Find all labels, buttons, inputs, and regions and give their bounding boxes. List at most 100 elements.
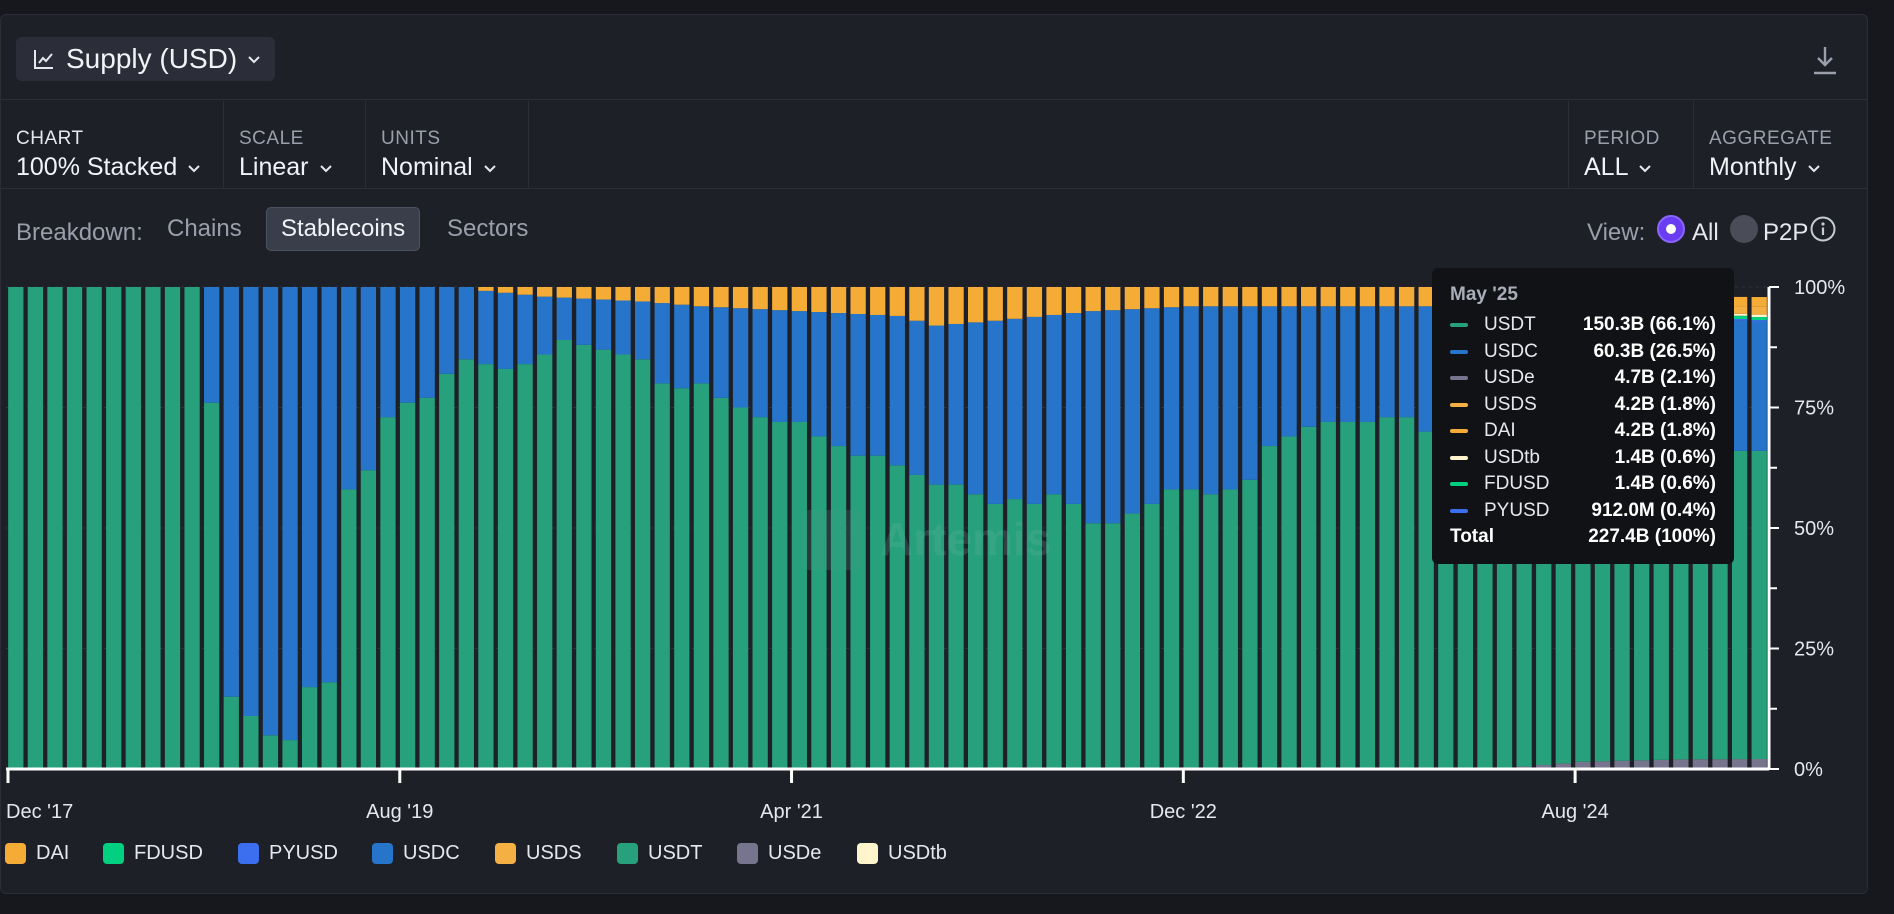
bar-segment-usde[interactable] (1731, 759, 1748, 769)
bar-segment-usdc[interactable] (341, 287, 357, 490)
bar-segment-usdt[interactable] (732, 407, 749, 770)
breakdown-chains-tab[interactable]: Chains (167, 215, 242, 242)
bar-segment-usdc[interactable] (595, 299, 612, 350)
bar-segment-dai[interactable] (791, 287, 807, 312)
legend-item-usde[interactable]: USDe (737, 842, 821, 865)
bar-segment-usdt[interactable] (576, 344, 592, 769)
legend-item-usdt[interactable]: USDT (617, 842, 702, 865)
bar-segment-usde[interactable] (1712, 759, 1728, 769)
bar-segment-usdc[interactable] (262, 287, 279, 736)
bar-segment-usde[interactable] (1594, 761, 1611, 769)
bar-segment-dai[interactable] (948, 287, 964, 324)
bar-segment-usdt[interactable] (243, 715, 259, 769)
bar-segment-usdt[interactable] (223, 696, 239, 769)
bar-segment-dai[interactable] (1007, 287, 1023, 319)
bar-segment-usdc[interactable] (1105, 310, 1121, 524)
scale-dropdown[interactable]: SCALE Linear (224, 101, 366, 189)
bar-segment-usdc[interactable] (458, 287, 474, 360)
bar-segment-usdt[interactable] (1085, 523, 1101, 769)
bar-segment-usdt[interactable] (1379, 417, 1395, 769)
bar-segment-usdt[interactable] (360, 470, 377, 769)
bar-segment-dai[interactable] (1261, 287, 1278, 307)
breakdown-stablecoins-tab[interactable]: Stablecoins (266, 207, 421, 251)
bar-segment-usdt[interactable] (595, 349, 612, 769)
bar-segment-usdt[interactable] (164, 287, 181, 769)
bar-segment-usdt[interactable] (1731, 450, 1748, 760)
bar-segment-usdt[interactable] (458, 359, 474, 769)
bar-segment-usdc[interactable] (243, 287, 259, 716)
bar-segment-usde[interactable] (1536, 764, 1552, 769)
bar-segment-usdc[interactable] (1340, 306, 1356, 422)
bar-segment-usdc[interactable] (1163, 307, 1180, 490)
bar-segment-dai[interactable] (1398, 287, 1415, 307)
bar-segment-usde[interactable] (1555, 763, 1571, 769)
bar-segment-usdt[interactable] (1340, 421, 1356, 769)
bar-segment-pyusd[interactable] (1751, 320, 1767, 322)
bar-segment-usdt[interactable] (125, 287, 141, 769)
bar-segment-usdc[interactable] (517, 294, 533, 365)
bar-segment-dai[interactable] (1163, 287, 1180, 308)
metric-selector[interactable]: Supply (USD) (16, 37, 276, 81)
bar-segment-usde[interactable] (1575, 761, 1591, 769)
bar-segment-usdt[interactable] (1242, 479, 1258, 769)
bar-segment-usdc[interactable] (850, 313, 866, 456)
period-dropdown[interactable]: PERIOD ALL (1568, 101, 1693, 189)
bar-segment-usdt[interactable] (145, 287, 161, 769)
bar-segment-usdc[interactable] (889, 315, 905, 466)
legend-item-pyusd[interactable]: PYUSD (238, 842, 338, 865)
legend-item-usds[interactable]: USDS (495, 842, 582, 865)
bar-segment-usdt[interactable] (1398, 417, 1415, 769)
bar-segment-dai[interactable] (595, 287, 612, 300)
bar-segment-usdc[interactable] (1379, 306, 1395, 418)
bar-segment-usdc[interactable] (497, 292, 514, 369)
bar-segment-usdc[interactable] (399, 287, 416, 403)
bar-segment-usdt[interactable] (1359, 421, 1376, 769)
bar-segment-usdt[interactable] (693, 383, 710, 769)
bar-segment-usdt[interactable] (478, 364, 494, 769)
bar-segment-dai[interactable] (870, 287, 886, 315)
bar-segment-fdusd[interactable] (1731, 315, 1748, 320)
legend-item-dai[interactable]: DAI (5, 842, 69, 865)
bar-segment-usdt[interactable] (1144, 503, 1160, 769)
bar-segment-dai[interactable] (478, 287, 494, 291)
bar-segment-usdc[interactable] (948, 323, 964, 485)
bar-segment-usdt[interactable] (654, 383, 670, 769)
bar-segment-usdt[interactable] (1301, 426, 1317, 769)
bar-segment-usdc[interactable] (870, 314, 886, 456)
bar-segment-dai[interactable] (1183, 287, 1199, 307)
bar-segment-usdc[interactable] (1007, 318, 1023, 500)
bar-segment-usdc[interactable] (772, 310, 788, 422)
bar-segment-usdt[interactable] (830, 446, 847, 769)
bar-segment-usdt[interactable] (1281, 436, 1297, 769)
bar-segment-usdt[interactable] (399, 402, 416, 769)
bar-segment-usdc[interactable] (478, 290, 494, 365)
bar-segment-usdt[interactable] (262, 735, 279, 769)
chart-type-dropdown[interactable]: CHART 100% Stacked (1, 101, 224, 189)
bar-segment-dai[interactable] (1320, 287, 1336, 307)
bar-segment-usdc[interactable] (1261, 306, 1278, 447)
bar-segment-usdt[interactable] (850, 455, 866, 769)
legend-item-fdusd[interactable]: FDUSD (103, 842, 203, 865)
bar-segment-pyusd[interactable] (1731, 319, 1748, 321)
bar-segment-usdt[interactable] (713, 397, 729, 769)
bar-segment-dai[interactable] (1026, 287, 1043, 317)
bar-segment-usdt[interactable] (1222, 489, 1238, 769)
bar-segment-dai[interactable] (693, 287, 710, 307)
view-p2p-label[interactable]: P2P (1763, 219, 1809, 246)
bar-segment-usdc[interactable] (282, 287, 298, 741)
bar-segment-dai[interactable] (556, 287, 572, 298)
bar-segment-dai[interactable] (1222, 287, 1238, 307)
bar-segment-usdt[interactable] (8, 287, 24, 769)
bar-segment-usdt[interactable] (321, 682, 337, 769)
bar-segment-usdc[interactable] (635, 301, 651, 360)
bar-segment-usde[interactable] (1653, 759, 1669, 769)
bar-segment-usdt[interactable] (1007, 499, 1023, 769)
aggregate-dropdown[interactable]: AGGREGATE Monthly (1693, 101, 1867, 189)
bar-segment-usdc[interactable] (223, 287, 239, 697)
bar-segment-usdc[interactable] (1026, 316, 1043, 504)
units-dropdown[interactable]: UNITS Nominal (366, 101, 529, 189)
bar-segment-usdc[interactable] (1065, 313, 1082, 504)
bar-segment-usdc[interactable] (204, 287, 220, 403)
bar-segment-usds[interactable] (1751, 306, 1767, 315)
bar-segment-usdt[interactable] (928, 484, 945, 769)
